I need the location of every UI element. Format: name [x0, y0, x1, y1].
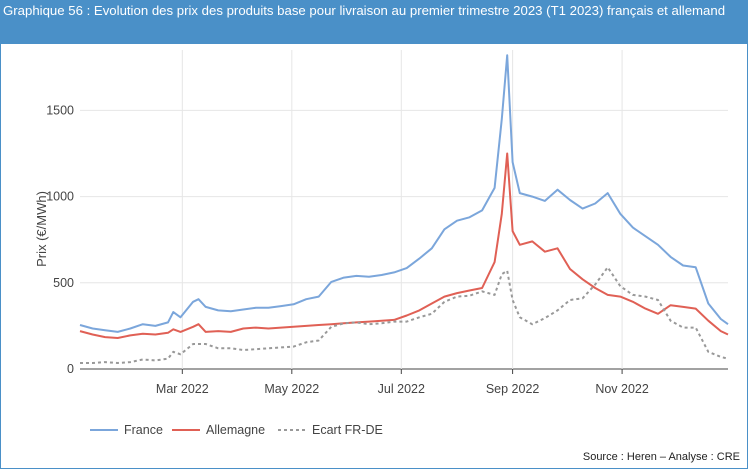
y-tick-label: 1500: [46, 103, 74, 117]
line-chart: 0 500 1000 1500 Mar 2022 May 2022 Jul 2022 Sep …: [34, 50, 729, 437]
x-tick-label: May 2022: [264, 382, 319, 396]
grid-lines: [80, 50, 728, 370]
source-note: Source : Heren – Analyse : CRE: [582, 451, 740, 463]
legend-label: Allemagne: [206, 423, 265, 437]
series-line-0: [79, 54, 729, 333]
figure-title: Graphique 56 : Evolution des prix des pr…: [0, 0, 748, 44]
legend-label: Ecart FR-DE: [312, 423, 383, 437]
series-lines: [79, 54, 729, 364]
y-tick-label: 1000: [46, 190, 74, 204]
y-tick-label: 500: [53, 276, 74, 290]
legend-item-0[interactable]: France: [90, 423, 163, 437]
y-tick-label: 0: [67, 362, 74, 376]
x-tick-label: Mar 2022: [156, 382, 209, 396]
x-tick-label: Jul 2022: [378, 382, 425, 396]
legend[interactable]: France Allemagne Ecart FR-DE: [90, 423, 383, 437]
legend-item-1[interactable]: Allemagne: [172, 423, 265, 437]
legend-label: France: [124, 423, 163, 437]
y-axis-label: Prix (€/MWh): [34, 191, 49, 267]
series-line-1: [79, 152, 729, 339]
x-tick-label: Sep 2022: [486, 382, 540, 396]
axes: 0 500 1000 1500 Mar 2022 May 2022 Jul 2022 Sep …: [46, 103, 649, 396]
series-line-2: [80, 266, 729, 364]
legend-item-2[interactable]: Ecart FR-DE: [278, 423, 383, 437]
x-tick-label: Nov 2022: [595, 382, 649, 396]
